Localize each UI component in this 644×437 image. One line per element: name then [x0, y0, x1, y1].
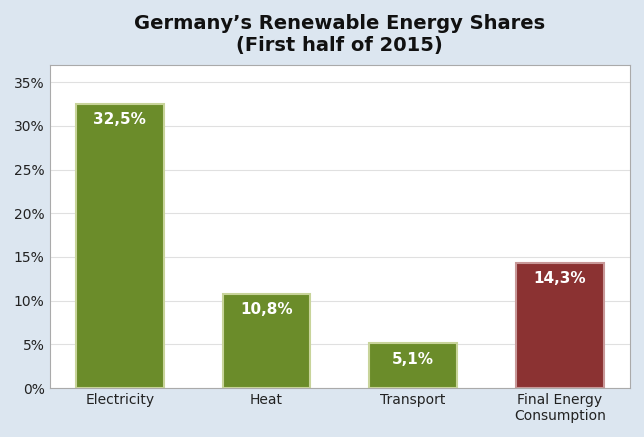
Bar [369, 343, 457, 388]
Title: Germany’s Renewable Energy Shares
(First half of 2015): Germany’s Renewable Energy Shares (First… [134, 14, 545, 55]
Text: 5,1%: 5,1% [392, 352, 434, 367]
Bar [516, 263, 603, 388]
Text: 10,8%: 10,8% [240, 302, 293, 317]
Bar [76, 104, 164, 388]
Text: 14,3%: 14,3% [533, 271, 586, 286]
Text: 32,5%: 32,5% [93, 112, 146, 127]
Bar [223, 294, 310, 388]
